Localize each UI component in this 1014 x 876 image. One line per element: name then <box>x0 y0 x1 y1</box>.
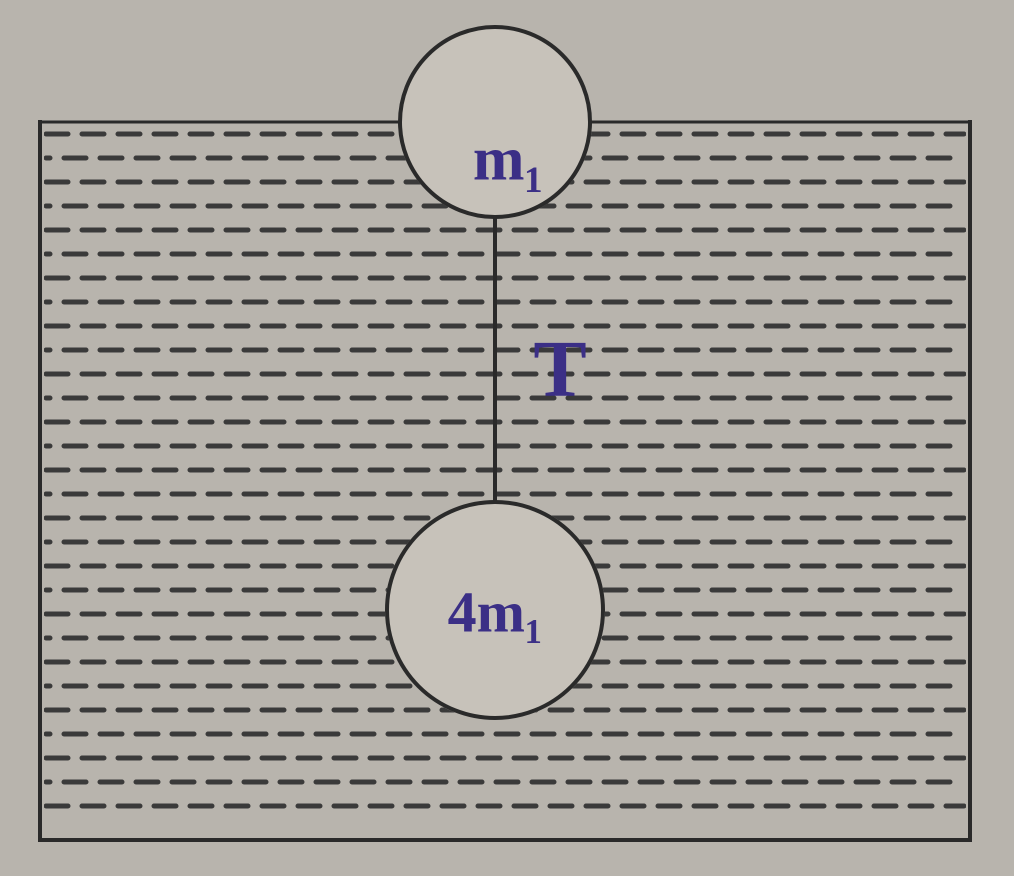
label-tension: T <box>533 325 586 416</box>
diagram-root: m₁ T 4m₁ <box>0 0 1014 876</box>
label-m1: m₁ <box>473 125 543 196</box>
label-4m1: 4m₁ <box>448 579 543 646</box>
